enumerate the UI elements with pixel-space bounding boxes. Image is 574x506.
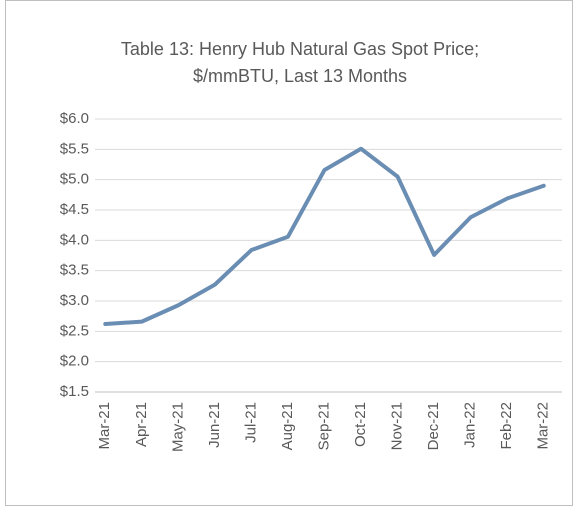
x-tick-label: Jan-22 <box>462 402 479 448</box>
x-tick-label: Nov-21 <box>389 402 406 450</box>
x-tick-label: Aug-21 <box>279 402 296 450</box>
chart-title: $/mmBTU, Last 13 Months <box>193 66 407 86</box>
x-tick-label: Mar-22 <box>535 402 552 450</box>
y-tick-label: $2.0 <box>60 353 89 370</box>
chart-border <box>5 0 573 506</box>
y-tick-label: $3.5 <box>60 262 89 279</box>
chart-title: Table 13: Henry Hub Natural Gas Spot Pri… <box>121 39 479 59</box>
x-tick-label: Apr-21 <box>133 402 150 447</box>
x-tick-label: Dec-21 <box>425 402 442 450</box>
x-tick-label: Jun-21 <box>206 402 223 448</box>
x-tick-label: May-21 <box>169 402 186 452</box>
y-tick-label: $1.5 <box>60 383 89 400</box>
y-tick-label: $6.0 <box>60 110 89 127</box>
y-tick-label: $4.0 <box>60 231 89 248</box>
y-tick-label: $3.0 <box>60 292 89 309</box>
x-tick-label: Mar-21 <box>96 402 113 450</box>
y-tick-label: $5.5 <box>60 140 89 157</box>
y-tick-label: $4.5 <box>60 201 89 218</box>
y-tick-label: $5.0 <box>60 171 89 188</box>
x-tick-label: Sep-21 <box>315 402 332 450</box>
line-series <box>103 146 546 327</box>
x-tick-label: Feb-22 <box>498 402 515 450</box>
x-tick-label: Oct-21 <box>352 402 369 447</box>
x-tick-label: Jul-21 <box>242 402 259 443</box>
y-tick-label: $2.5 <box>60 322 89 339</box>
